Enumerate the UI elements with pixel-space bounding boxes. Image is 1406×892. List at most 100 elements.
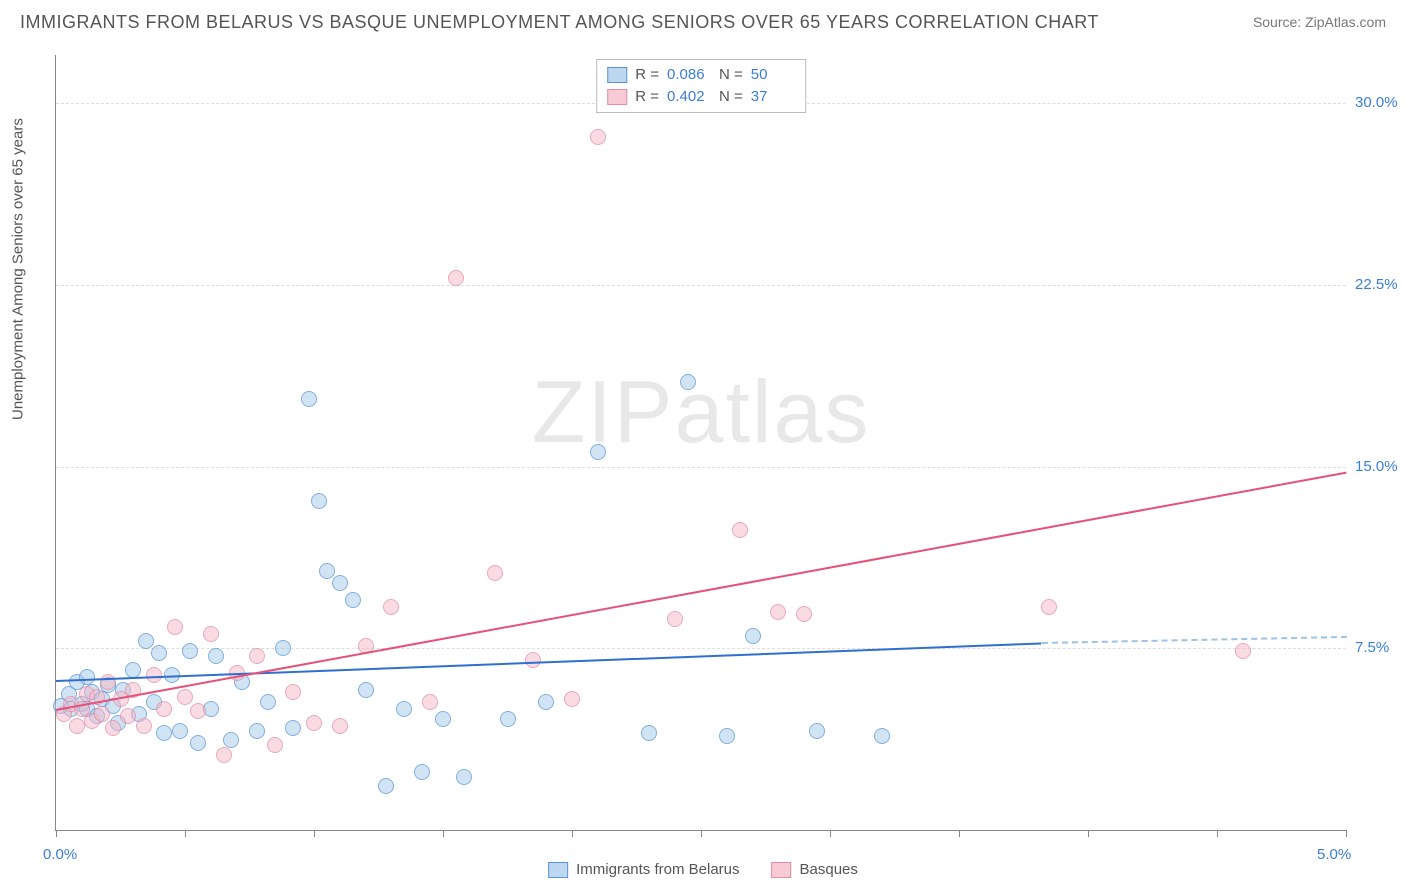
legend-n-label: N = [719, 86, 743, 108]
data-point-basques [167, 619, 183, 635]
data-point-belarus [208, 648, 224, 664]
data-point-belarus [156, 725, 172, 741]
data-point-belarus [538, 694, 554, 710]
y-tick-label: 30.0% [1355, 94, 1398, 111]
data-point-basques [69, 718, 85, 734]
x-tick [1088, 830, 1089, 837]
data-point-basques [136, 718, 152, 734]
y-axis-title: Unemployment Among Seniors over 65 years [10, 118, 27, 420]
x-tick [314, 830, 315, 837]
data-point-belarus [332, 575, 348, 591]
y-tick-label: 7.5% [1355, 639, 1389, 656]
data-point-basques [590, 129, 606, 145]
plot-area: R = 0.086 N = 50 R = 0.402 N = 37 ZIPatlas [55, 55, 1346, 831]
x-tick [1346, 830, 1347, 837]
grid-line [56, 648, 1346, 649]
legend-series-item: Immigrants from Belarus [548, 861, 739, 878]
data-point-basques [267, 737, 283, 753]
legend-correlation-row: R = 0.402 N = 37 [607, 86, 795, 108]
source-label: Source: ZipAtlas.com [1253, 14, 1386, 30]
data-point-basques [105, 720, 121, 736]
data-point-belarus [285, 720, 301, 736]
data-point-basques [94, 706, 110, 722]
data-point-basques [422, 694, 438, 710]
data-point-belarus [125, 662, 141, 678]
x-tick [830, 830, 831, 837]
data-point-basques [120, 708, 136, 724]
data-point-belarus [500, 711, 516, 727]
x-label-right: 5.0% [1317, 846, 1351, 863]
legend-r-label: R = [635, 64, 659, 86]
watermark-atlas: atlas [675, 362, 871, 461]
data-point-belarus [378, 778, 394, 794]
data-point-belarus [311, 493, 327, 509]
x-tick [959, 830, 960, 837]
data-point-belarus [396, 701, 412, 717]
legend-series-label: Basques [800, 861, 858, 878]
data-point-belarus [151, 645, 167, 661]
grid-line [56, 467, 1346, 468]
x-tick [701, 830, 702, 837]
data-point-belarus [809, 723, 825, 739]
legend-n-value: 37 [751, 86, 795, 108]
chart-title: IMMIGRANTS FROM BELARUS VS BASQUE UNEMPL… [20, 12, 1099, 33]
data-point-belarus [456, 769, 472, 785]
x-tick [443, 830, 444, 837]
data-point-basques [190, 703, 206, 719]
y-tick-label: 15.0% [1355, 458, 1398, 475]
data-point-belarus [223, 732, 239, 748]
data-point-belarus [590, 444, 606, 460]
data-point-basques [383, 599, 399, 615]
data-point-belarus [435, 711, 451, 727]
x-label-left: 0.0% [43, 846, 77, 863]
data-point-belarus [172, 723, 188, 739]
data-point-basques [146, 667, 162, 683]
data-point-belarus [874, 728, 890, 744]
trend-line-basques [56, 472, 1346, 711]
watermark: ZIPatlas [532, 361, 871, 463]
data-point-belarus [182, 643, 198, 659]
data-point-belarus [249, 723, 265, 739]
legend-series: Immigrants from Belarus Basques [548, 861, 858, 878]
data-point-basques [306, 715, 322, 731]
legend-series-label: Immigrants from Belarus [576, 861, 739, 878]
data-point-belarus [319, 563, 335, 579]
data-point-belarus [138, 633, 154, 649]
legend-r-value: 0.086 [667, 64, 711, 86]
data-point-basques [1041, 599, 1057, 615]
data-point-basques [796, 606, 812, 622]
legend-n-label: N = [719, 64, 743, 86]
legend-r-value: 0.402 [667, 86, 711, 108]
data-point-basques [564, 691, 580, 707]
legend-n-value: 50 [751, 64, 795, 86]
data-point-basques [100, 674, 116, 690]
data-point-basques [667, 611, 683, 627]
x-tick [572, 830, 573, 837]
legend-swatch [607, 67, 627, 83]
grid-line [56, 285, 1346, 286]
data-point-basques [216, 747, 232, 763]
data-point-basques [525, 652, 541, 668]
data-point-belarus [190, 735, 206, 751]
data-point-belarus [260, 694, 276, 710]
data-point-basques [1235, 643, 1251, 659]
legend-swatch [772, 862, 792, 878]
legend-series-item: Basques [772, 861, 858, 878]
data-point-belarus [680, 374, 696, 390]
data-point-basques [249, 648, 265, 664]
legend-correlation: R = 0.086 N = 50 R = 0.402 N = 37 [596, 59, 806, 113]
x-tick [56, 830, 57, 837]
data-point-basques [285, 684, 301, 700]
data-point-basques [332, 718, 348, 734]
legend-r-label: R = [635, 86, 659, 108]
data-point-belarus [358, 682, 374, 698]
data-point-belarus [275, 640, 291, 656]
trend-line-belarus-dashed [1042, 636, 1346, 644]
data-point-belarus [745, 628, 761, 644]
data-point-basques [448, 270, 464, 286]
data-point-belarus [345, 592, 361, 608]
data-point-basques [487, 565, 503, 581]
data-point-basques [732, 522, 748, 538]
data-point-basques [156, 701, 172, 717]
x-tick [185, 830, 186, 837]
